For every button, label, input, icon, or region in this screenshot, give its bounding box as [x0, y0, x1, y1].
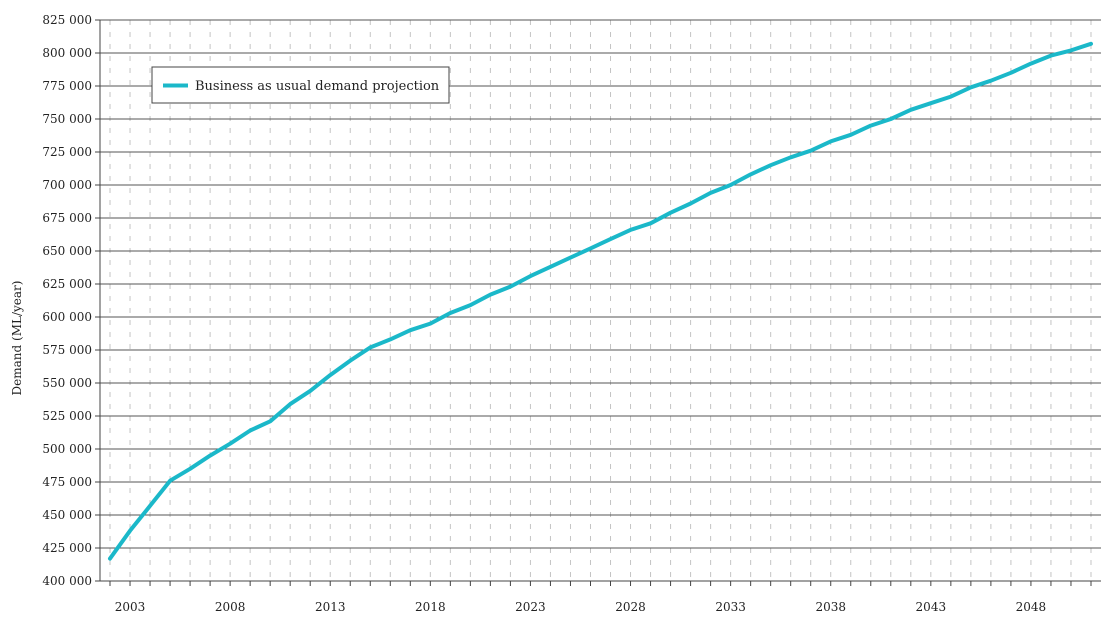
y-tick-label: 425 000: [42, 541, 92, 555]
x-tick-label: 2018: [415, 600, 446, 614]
y-tick-label: 475 000: [42, 475, 92, 489]
y-tick-label: 675 000: [42, 211, 92, 225]
x-tick-label: 2033: [715, 600, 746, 614]
x-tick-label: 2023: [515, 600, 546, 614]
grid: [100, 19, 1101, 582]
x-tick-label: 2008: [215, 600, 246, 614]
y-tick-label: 450 000: [42, 508, 92, 522]
x-tick-label: 2003: [115, 600, 146, 614]
y-tick-label: 600 000: [42, 310, 92, 324]
x-tick-label: 2043: [916, 600, 947, 614]
y-tick-labels: 400 000 425 000 450 000 475 000 500 000 525 0…: [42, 13, 92, 588]
axes: [95, 19, 1101, 586]
y-tick-label: 800 000: [42, 46, 92, 60]
y-tick-label: 500 000: [42, 442, 92, 456]
y-tick-label: 525 000: [42, 409, 92, 423]
y-tick-label: 550 000: [42, 376, 92, 390]
y-tick-label: 700 000: [42, 178, 92, 192]
y-tick-label: 625 000: [42, 277, 92, 291]
series-line: [108, 41, 1093, 561]
y-tick-label: 725 000: [42, 145, 92, 159]
legend: Business as usual demand projection: [151, 66, 450, 104]
y-tick-label: 400 000: [42, 574, 92, 588]
x-tick-label: 2038: [815, 600, 846, 614]
y-tick-label: 775 000: [42, 79, 92, 93]
x-tick-label: 2028: [615, 600, 646, 614]
x-tick-label: 2013: [315, 600, 346, 614]
x-tick-label: 2048: [1016, 600, 1047, 614]
x-tick-labels: 2003 2008 2013 2018 2023 2028 2033 2038 2043 2048: [115, 600, 1046, 614]
legend-label: Business as usual demand projection: [195, 79, 440, 94]
legend-box: [151, 66, 450, 104]
y-tick-label: 650 000: [42, 244, 92, 258]
y-tick-label: 825 000: [42, 13, 92, 27]
y-tick-label: 750 000: [42, 112, 92, 126]
y-axis-title: Demand (ML/year): [10, 281, 24, 396]
y-tick-label: 575 000: [42, 343, 92, 357]
series-layer: [108, 41, 1093, 561]
